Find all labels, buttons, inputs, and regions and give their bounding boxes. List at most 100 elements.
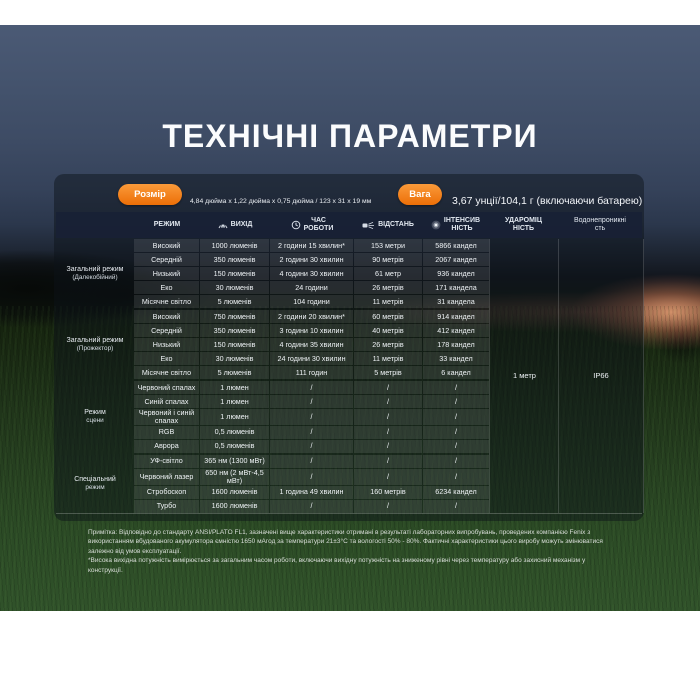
clock-icon (291, 220, 301, 230)
group-label: Спеціальний режим (56, 455, 134, 513)
header-output-label: ВИХІД (230, 220, 253, 228)
cell-intensity: 6 кандел (423, 366, 489, 379)
cell-runtime: 4 години 35 хвилин (270, 338, 353, 351)
cell-intensity: 171 кандела (423, 281, 489, 294)
cell-mode: Низький (134, 338, 199, 351)
footnote-note: Примітка: Відповідно до стандарту ANSI/P… (88, 529, 603, 555)
cell-runtime: 3 години 10 хвилин (270, 324, 353, 337)
cell-distance: 26 метрів (354, 281, 422, 294)
group-rows: Високий 1000 люменів 2 години 15 хвилин* 15… (134, 239, 642, 308)
cell-output: 1600 люменів (200, 499, 269, 513)
brightness-rays-icon (218, 220, 228, 230)
mode-group: Загальний режим (Прожектор) Високий 750 люм… (56, 310, 642, 379)
cell-distance: 160 метрів (354, 485, 422, 499)
header-impact: УДАРОМІЦ НІСТЬ (505, 216, 542, 232)
table-row: Червоний спалах 1 люмен / / / (134, 381, 642, 394)
cell-mode: RGB (134, 425, 199, 439)
cell-intensity: / (423, 454, 489, 468)
cell-output: 350 люменів (200, 324, 269, 337)
table-row: Низький 150 люменів 4 години 35 хвилин 26 м… (134, 338, 642, 351)
size-badge-label: Розмір (134, 189, 166, 200)
cell-mode: Синій спалах (134, 395, 199, 408)
header-runtime-label: ЧАС РОБОТИ (303, 216, 334, 232)
table-row: Червоний і синій спалах 1 люмен / / / (134, 409, 642, 425)
cell-intensity: / (423, 409, 489, 425)
group-label-main: Загальний режим (66, 336, 124, 344)
group-label-main: Загальний режим (66, 265, 124, 273)
header-output: ВИХІД (200, 212, 270, 238)
cell-distance: 40 метрів (354, 324, 422, 337)
table-row: Еко 30 люменів 24 години 30 хвилин 11 метрі… (134, 352, 642, 365)
header-group-spacer (56, 212, 134, 238)
cell-runtime: 4 години 30 хвилин (270, 267, 353, 280)
table-row: Аврора 0,5 люменів / / / (134, 439, 642, 453)
cell-distance: 61 метр (354, 267, 422, 280)
group-label: Загальний режим (Далекобійний) (56, 239, 134, 308)
weight-value: 3,67 унції/104,1 г (включаючи батарею) (452, 195, 643, 207)
table-row: Червоний лазер 650 нм (2 мВт-4,5 мВт) / / / (134, 468, 642, 485)
cell-distance: 60 метрів (354, 310, 422, 323)
cell-mode: Середній (134, 324, 199, 337)
cell-output: 5 люменів (200, 295, 269, 308)
cell-output: 650 нм (2 мВт-4,5 мВт) (200, 468, 269, 485)
footnote-asterisk: *Висока вихідна потужність вимірюється з… (88, 557, 586, 574)
glow-dot-icon (431, 220, 441, 230)
cell-runtime: 1 година 49 хвилин (270, 485, 353, 499)
cell-mode: Турбо (134, 499, 199, 513)
cell-runtime: 2 години 15 хвилин* (270, 239, 353, 252)
cell-distance: 26 метрів (354, 338, 422, 351)
cell-intensity: 936 кандел (423, 267, 489, 280)
cell-intensity: 5866 кандел (423, 239, 489, 252)
table-row: Низький 150 люменів 4 години 30 хвилин 61 м… (134, 267, 642, 280)
cell-runtime: 24 години (270, 281, 353, 294)
flashlight-beam-icon (362, 221, 375, 230)
cell-mode: Червоний і синій спалах (134, 409, 199, 425)
cell-runtime: / (270, 395, 353, 408)
cell-distance: 90 метрів (354, 253, 422, 266)
header-intensity-label: ІНТЕНСИВ НІСТЬ (443, 216, 481, 232)
size-value: 4,84 дюйма x 1,22 дюйма x 0,75 дюйма / 1… (190, 198, 372, 205)
size-badge: Розмір (118, 184, 182, 205)
cell-distance: / (354, 454, 422, 468)
cell-output: 1000 люменів (200, 239, 269, 252)
cell-runtime: / (270, 468, 353, 485)
cell-distance: / (354, 381, 422, 394)
group-label-sub: (Прожектор) (76, 344, 114, 352)
cell-mode: Високий (134, 239, 199, 252)
cell-intensity: 6234 кандел (423, 485, 489, 499)
header-waterproof: Водонепроникні сть (574, 216, 626, 232)
group-label-sub: сцени (86, 417, 104, 425)
cell-runtime: 104 години (270, 295, 353, 308)
cell-mode: Червоний спалах (134, 381, 199, 394)
table-row: Середній 350 люменів 2 години 30 хвилин 90 … (134, 253, 642, 266)
weight-badge: Вага (398, 184, 442, 205)
table-row: Середній 350 люменів 3 години 10 хвилин 40 … (134, 324, 642, 337)
group-label-main: Спеціальний (74, 476, 116, 484)
cell-distance: / (354, 425, 422, 439)
cell-output: 150 люменів (200, 338, 269, 351)
cell-distance: / (354, 499, 422, 513)
cell-mode: Еко (134, 352, 199, 365)
spec-panel: Розмір 4,84 дюйма x 1,22 дюйма x 0,75 дю… (54, 174, 644, 521)
grass-area (0, 306, 700, 611)
table-body: Загальний режим (Далекобійний) Високий 1000… (56, 238, 642, 513)
cell-output: 1 люмен (200, 395, 269, 408)
cell-output: 350 люменів (200, 253, 269, 266)
cell-mode: Місячне світло (134, 295, 199, 308)
cell-intensity: / (423, 439, 489, 453)
top-white-margin (0, 0, 700, 25)
cell-intensity: 178 кандел (423, 338, 489, 351)
table-row: Еко 30 люменів 24 години 26 метрів 171 канде… (134, 281, 642, 294)
header-distance-label: ВІДСТАНЬ (378, 220, 414, 228)
cell-output: 750 люменів (200, 310, 269, 323)
cell-intensity: 31 кандела (423, 295, 489, 308)
cell-mode: Середній (134, 253, 199, 266)
cell-output: 30 люменів (200, 281, 269, 294)
table-row: Місячне світло 5 люменів 111 годин 5 метрів… (134, 366, 642, 379)
cell-runtime: / (270, 409, 353, 425)
footnote: Примітка: Відповідно до стандарту ANSI/P… (88, 528, 612, 575)
table-row: Високий 750 люменів 2 години 20 хвилин* 60 … (134, 310, 642, 323)
cell-runtime: / (270, 454, 353, 468)
group-label-sub: режим (85, 484, 105, 492)
header-runtime: ЧАС РОБОТИ (270, 212, 354, 238)
